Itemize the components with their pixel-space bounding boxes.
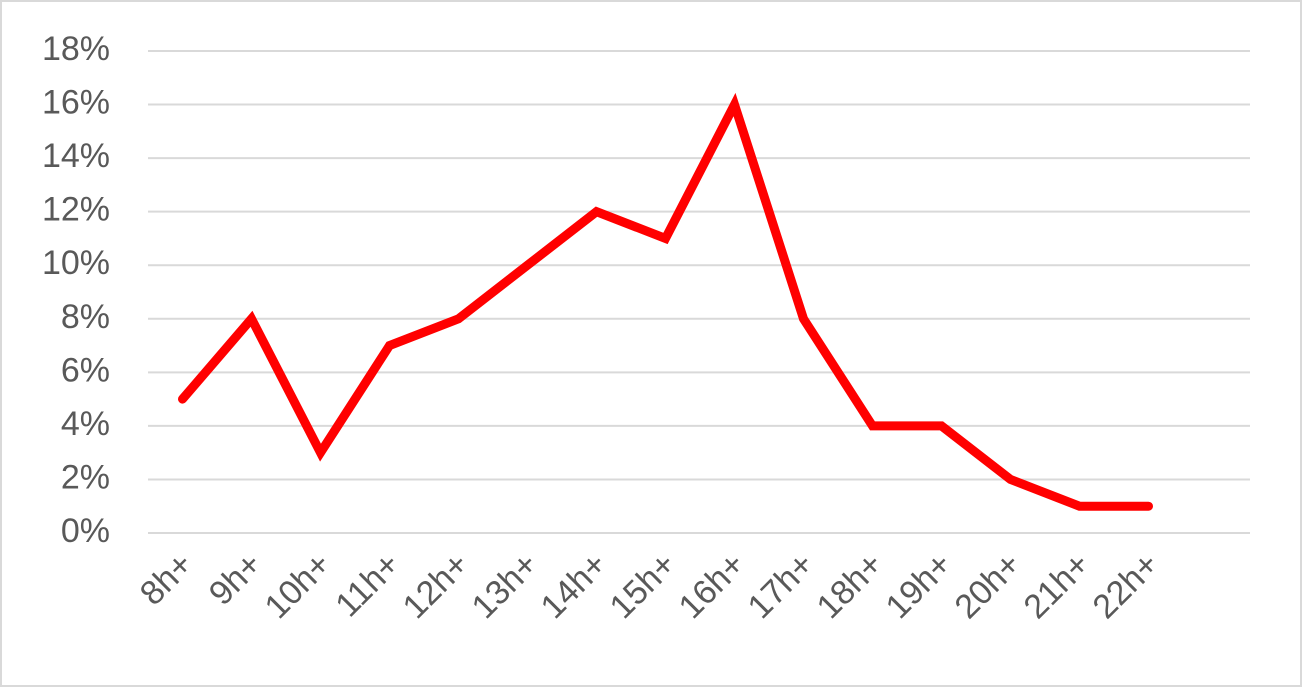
y-tick-label: 4% (61, 405, 110, 443)
y-tick-label: 18% (42, 30, 110, 68)
line-series (178, 92, 1153, 511)
y-tick-label: 14% (42, 137, 110, 175)
y-tick-label: 12% (42, 191, 110, 229)
y-tick-label: 10% (42, 244, 110, 282)
y-tick-label: 8% (61, 298, 110, 336)
y-tick-label: 6% (61, 351, 110, 389)
y-tick-label: 16% (42, 84, 110, 122)
y-tick-label: 2% (61, 458, 110, 496)
y-tick-label: 0% (61, 512, 110, 550)
